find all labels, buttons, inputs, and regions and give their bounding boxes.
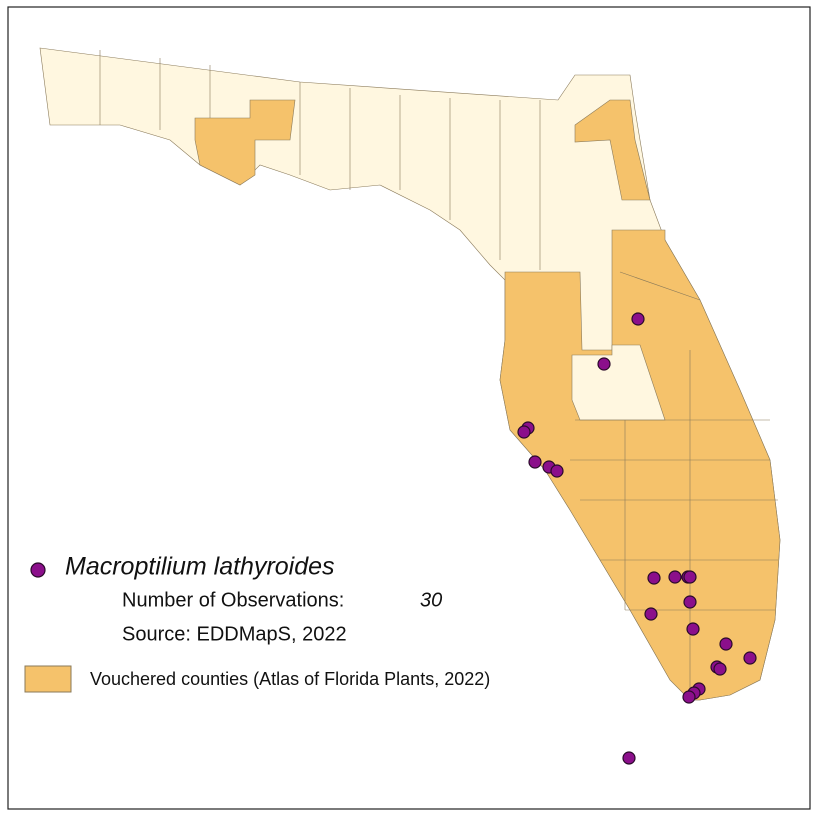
observation xyxy=(683,595,697,609)
observation xyxy=(528,455,542,469)
observation xyxy=(743,651,757,665)
observations-count: 30 xyxy=(420,589,442,611)
observation xyxy=(668,570,682,584)
observation xyxy=(719,637,733,651)
species-name: Macroptilium lathyroides xyxy=(65,553,335,581)
county xyxy=(571,344,666,421)
vouchered-county xyxy=(194,99,296,186)
observation xyxy=(686,622,700,636)
observation xyxy=(683,570,697,584)
vouchered-swatch xyxy=(24,665,72,693)
observation xyxy=(550,464,564,478)
vouchered-county xyxy=(574,99,651,201)
legend: Macroptilium lathyroides Number of Obser… xyxy=(24,553,490,693)
legend-symbol xyxy=(30,562,46,578)
observations xyxy=(517,312,757,765)
county-lines xyxy=(99,50,778,700)
source: Source: EDDMapS, 2022 xyxy=(122,623,347,645)
observation xyxy=(644,607,658,621)
florida xyxy=(39,47,781,701)
vouchered-peninsula xyxy=(499,229,781,701)
vouchered-label: Vouchered counties (Atlas of Florida Pla… xyxy=(90,669,490,689)
observation xyxy=(622,751,636,765)
observation xyxy=(647,571,661,585)
observation xyxy=(517,425,531,439)
observation xyxy=(631,312,645,326)
observation xyxy=(682,690,696,704)
observation xyxy=(713,662,727,676)
observations-label: Number of Observations: xyxy=(122,589,344,611)
observation xyxy=(597,357,611,371)
